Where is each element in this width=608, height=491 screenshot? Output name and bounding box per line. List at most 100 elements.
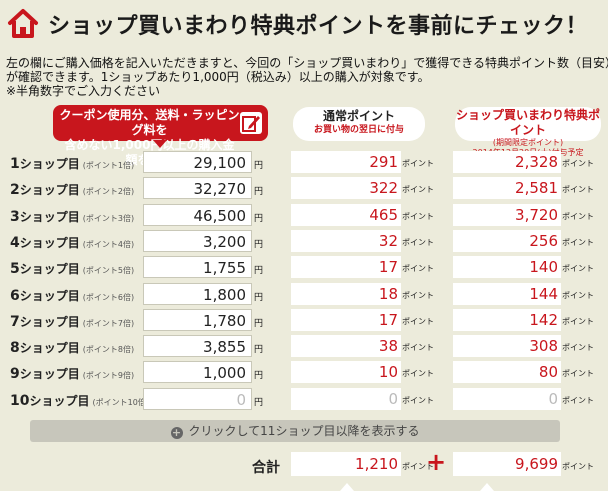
bonus-points-value: 80 <box>453 361 561 383</box>
shop-label: 4ショップ目 (ポイント4倍) <box>10 234 134 251</box>
shop-row: 8ショップ目 (ポイント8倍) 3,855 円 38 ポイント 308 ポイント <box>0 335 608 359</box>
amount-input[interactable]: 0 <box>143 388 252 410</box>
input-header-line1: クーポン使用分、送料・ラッピング料を <box>59 108 240 137</box>
plus-circle-icon: + <box>170 426 183 439</box>
bonus-points-value: 256 <box>453 230 561 252</box>
show-more-button[interactable]: + クリックして11ショップ目以降を表示する <box>30 420 560 442</box>
shop-label: 5ショップ目 (ポイント5倍) <box>10 260 134 277</box>
shop-multiplier: (ポイント6倍) <box>82 293 135 302</box>
shop-label: 3ショップ目 (ポイント3倍) <box>10 208 134 225</box>
total-bonus-points: 9,699 <box>453 452 561 476</box>
shop-row: 7ショップ目 (ポイント7倍) 1,780 円 17 ポイント 142 ポイント <box>0 309 608 333</box>
point-unit: ポイント <box>562 369 594 378</box>
amount-input[interactable]: 1,755 <box>143 256 252 278</box>
page-title: ショップ買いまわり特典ポイントを事前にチェック！ <box>48 14 589 39</box>
shop-number: 1 <box>10 156 20 172</box>
yen-unit: 円 <box>254 319 264 329</box>
total-bonus-unit: ポイント <box>562 462 594 471</box>
bonus-points-value: 2,581 <box>453 177 561 199</box>
normal-points-value: 18 <box>291 283 401 305</box>
shop-label: 8ショップ目 (ポイント8倍) <box>10 339 134 356</box>
yen-unit: 円 <box>254 187 264 197</box>
plus-icon: + <box>426 448 447 476</box>
shop-label: 2ショップ目 (ポイント2倍) <box>10 181 134 198</box>
shop-number: 2 <box>10 182 20 198</box>
normal-points-value: 0 <box>291 388 401 410</box>
bonus-points-title: ショップ買いまわり特典ポイント <box>455 108 600 137</box>
shop-row: 4ショップ目 (ポイント4倍) 3,200 円 32 ポイント 256 ポイント <box>0 230 608 254</box>
shop-number: 3 <box>10 209 20 225</box>
shop-multiplier: (ポイント4倍) <box>82 240 135 249</box>
point-unit: ポイント <box>562 264 594 273</box>
shop-multiplier: (ポイント9倍) <box>82 371 135 380</box>
shop-suffix: ショップ目 <box>29 394 90 408</box>
yen-unit: 円 <box>254 266 264 276</box>
point-unit: ポイント <box>402 264 434 273</box>
edit-icon <box>240 112 262 134</box>
shop-number: 5 <box>10 261 20 277</box>
amount-input[interactable]: 1,780 <box>143 309 252 331</box>
intro-line: 左の欄にご購入価格を記入いただきますと、今回の「ショップ買いまわり」で獲得できる… <box>6 56 608 70</box>
shop-label: 6ショップ目 (ポイント6倍) <box>10 287 134 304</box>
point-unit: ポイント <box>402 343 434 352</box>
shop-multiplier: (ポイント5倍) <box>82 266 135 275</box>
shop-suffix: ショップ目 <box>19 367 80 381</box>
bonus-points-header: ショップ買いまわり特典ポイント (期間限定ポイント) 2014年12月20日(土… <box>455 107 601 157</box>
point-unit: ポイント <box>402 396 434 405</box>
intro-note: ※半角数字でご入力ください <box>6 84 161 98</box>
amount-input[interactable]: 1,800 <box>143 283 252 305</box>
yen-unit: 円 <box>254 240 264 250</box>
shop-number: 10 <box>10 393 30 409</box>
shop-multiplier: (ポイント7倍) <box>82 319 135 328</box>
pointer-arrow <box>340 483 354 491</box>
shop-suffix: ショップ目 <box>19 236 80 250</box>
amount-input[interactable]: 46,500 <box>143 204 252 226</box>
shop-number: 8 <box>10 340 20 356</box>
shop-suffix: ショップ目 <box>19 210 80 224</box>
normal-points-title: 通常ポイント <box>322 109 395 123</box>
shop-number: 7 <box>10 314 20 330</box>
point-unit: ポイント <box>402 369 434 378</box>
shop-multiplier: (ポイント8倍) <box>82 345 135 354</box>
amount-input[interactable]: 3,855 <box>143 335 252 357</box>
shop-suffix: ショップ目 <box>19 157 80 171</box>
shop-row: 6ショップ目 (ポイント6倍) 1,800 円 18 ポイント 144 ポイント <box>0 283 608 307</box>
point-unit: ポイント <box>562 317 594 326</box>
yen-unit: 円 <box>254 214 264 224</box>
normal-points-value: 10 <box>291 361 401 383</box>
shop-multiplier: (ポイント3倍) <box>82 214 135 223</box>
page-header: ショップ買いまわり特典ポイントを事前にチェック！ <box>4 4 604 44</box>
shop-suffix: ショップ目 <box>19 183 80 197</box>
amount-input[interactable]: 3,200 <box>143 230 252 252</box>
shop-multiplier: (ポイント1倍) <box>82 161 135 170</box>
normal-points-value: 291 <box>291 151 401 173</box>
intro-text: 左の欄にご購入価格を記入いただきますと、今回の「ショップ買いまわり」で獲得できる… <box>6 56 608 98</box>
normal-points-sub: お買い物の翌日に付与 <box>313 125 404 135</box>
yen-unit: 円 <box>254 398 264 408</box>
shop-label: 1ショップ目 (ポイント1倍) <box>10 155 134 172</box>
normal-points-value: 17 <box>291 309 401 331</box>
point-unit: ポイント <box>402 185 434 194</box>
point-unit: ポイント <box>562 396 594 405</box>
amount-input[interactable]: 1,000 <box>143 361 252 383</box>
normal-points-value: 322 <box>291 177 401 199</box>
point-unit: ポイント <box>402 238 434 247</box>
shop-number: 9 <box>10 366 20 382</box>
point-unit: ポイント <box>562 238 594 247</box>
shop-row: 3ショップ目 (ポイント3倍) 46,500 円 465 ポイント 3,720 ポイント <box>0 204 608 228</box>
bonus-points-value: 144 <box>453 283 561 305</box>
bonus-points-value: 142 <box>453 309 561 331</box>
normal-points-value: 17 <box>291 256 401 278</box>
normal-points-value: 38 <box>291 335 401 357</box>
shop-suffix: ショップ目 <box>19 289 80 303</box>
amount-input[interactable]: 29,100 <box>143 151 252 173</box>
shop-label: 9ショップ目 (ポイント9倍) <box>10 365 134 382</box>
pointer-arrow <box>480 483 494 491</box>
yen-unit: 円 <box>254 345 264 355</box>
shop-suffix: ショップ目 <box>19 315 80 329</box>
normal-points-value: 32 <box>291 230 401 252</box>
amount-input[interactable]: 32,270 <box>143 177 252 199</box>
point-unit: ポイント <box>562 212 594 221</box>
shop-multiplier: (ポイント2倍) <box>82 187 135 196</box>
bonus-points-value: 0 <box>453 388 561 410</box>
